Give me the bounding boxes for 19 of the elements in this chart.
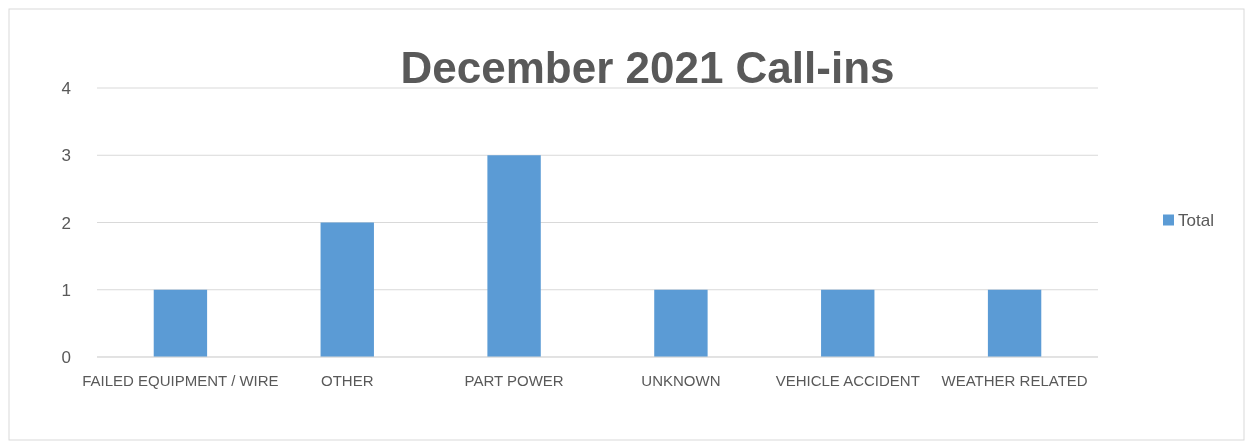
x-tick-label: VEHICLE ACCIDENT [775, 372, 920, 389]
y-tick-label: 0 [61, 348, 71, 367]
bar [654, 289, 708, 357]
x-tick-label: UNKNOWN [641, 372, 721, 389]
bar [320, 222, 374, 357]
bar [153, 289, 208, 357]
y-tick-label: 4 [61, 79, 71, 98]
x-tick-label: OTHER [321, 372, 374, 389]
x-tick-label: FAILED EQUIPMENT / WIRE [82, 372, 279, 389]
y-tick-label: 3 [61, 146, 71, 166]
chart-title: December 2021 Call-ins [400, 43, 895, 92]
y-tick-label: 2 [61, 213, 71, 233]
x-tick-label: WEATHER RELATED [941, 372, 1088, 389]
bar [987, 289, 1042, 357]
x-tick-label: PART POWER [464, 372, 564, 389]
legend-label: Total [1178, 210, 1214, 230]
bar [821, 289, 875, 357]
bar [487, 155, 541, 357]
y-tick-label: 1 [61, 280, 71, 300]
